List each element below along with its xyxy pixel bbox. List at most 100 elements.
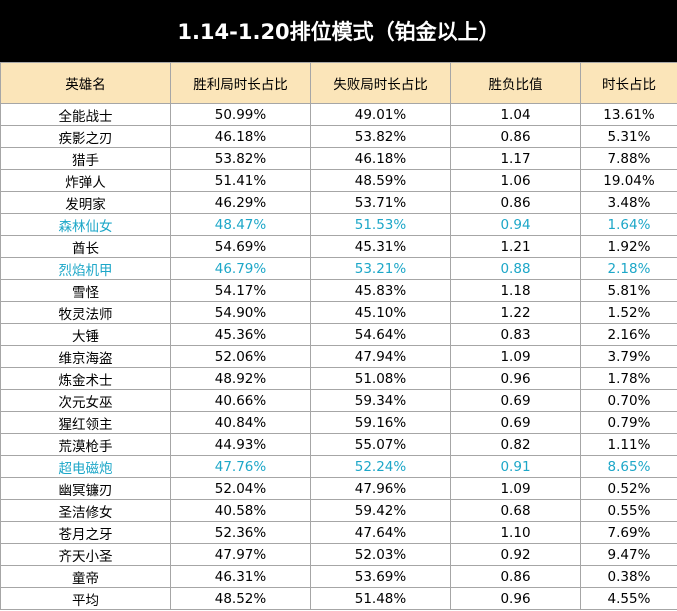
column-header-win-loss-ratio: 胜负比值: [450, 62, 581, 104]
win-duration-share-cell: 45.36%: [170, 323, 311, 346]
hero-name-cell: 平均: [0, 587, 171, 610]
loss-duration-share-cell: 59.42%: [310, 499, 451, 522]
duration-share-cell: 0.55%: [580, 499, 677, 522]
hero-name-cell: 荒漠枪手: [0, 433, 171, 456]
duration-share-cell: 1.11%: [580, 433, 677, 456]
table-row: 发明家 46.29% 53.71% 0.86 3.48%: [0, 191, 677, 214]
table-row: 猩红领主 40.84% 59.16% 0.69 0.79%: [0, 411, 677, 434]
hero-name-cell: 酋长: [0, 235, 171, 258]
win-loss-ratio-cell: 0.69: [450, 389, 581, 412]
win-duration-share-cell: 40.66%: [170, 389, 311, 412]
duration-share-cell: 0.79%: [580, 411, 677, 434]
table-row: 大锤 45.36% 54.64% 0.83 2.16%: [0, 323, 677, 346]
win-loss-ratio-cell: 0.96: [450, 587, 581, 610]
table-row: 平均 48.52% 51.48% 0.96 4.55%: [0, 587, 677, 610]
win-duration-share-cell: 40.84%: [170, 411, 311, 434]
hero-name-cell: 苍月之牙: [0, 521, 171, 544]
loss-duration-share-cell: 54.64%: [310, 323, 451, 346]
win-loss-ratio-cell: 0.94: [450, 213, 581, 236]
win-loss-ratio-cell: 1.06: [450, 169, 581, 192]
win-duration-share-cell: 51.41%: [170, 169, 311, 192]
win-duration-share-cell: 46.18%: [170, 125, 311, 148]
hero-name-cell: 大锤: [0, 323, 171, 346]
hero-name-cell: 烈焰机甲: [0, 257, 171, 280]
table-row: 幽冥镰刃 52.04% 47.96% 1.09 0.52%: [0, 477, 677, 500]
hero-name-cell: 森林仙女: [0, 213, 171, 236]
win-loss-ratio-cell: 1.17: [450, 147, 581, 170]
duration-share-cell: 5.31%: [580, 125, 677, 148]
win-loss-ratio-cell: 1.10: [450, 521, 581, 544]
win-duration-share-cell: 50.99%: [170, 103, 311, 126]
win-loss-ratio-cell: 1.18: [450, 279, 581, 302]
win-duration-share-cell: 54.90%: [170, 301, 311, 324]
loss-duration-share-cell: 59.34%: [310, 389, 451, 412]
loss-duration-share-cell: 49.01%: [310, 103, 451, 126]
duration-share-cell: 3.79%: [580, 345, 677, 368]
duration-share-cell: 5.81%: [580, 279, 677, 302]
win-duration-share-cell: 53.82%: [170, 147, 311, 170]
table-row: 苍月之牙 52.36% 47.64% 1.10 7.69%: [0, 521, 677, 544]
duration-share-cell: 8.65%: [580, 455, 677, 478]
loss-duration-share-cell: 47.96%: [310, 477, 451, 500]
duration-share-cell: 4.55%: [580, 587, 677, 610]
loss-duration-share-cell: 46.18%: [310, 147, 451, 170]
win-loss-ratio-cell: 0.69: [450, 411, 581, 434]
duration-share-cell: 1.92%: [580, 235, 677, 258]
hero-name-cell: 猩红领主: [0, 411, 171, 434]
win-loss-ratio-cell: 1.09: [450, 345, 581, 368]
hero-name-cell: 次元女巫: [0, 389, 171, 412]
page-title: 1.14-1.20排位模式（铂金以上）: [0, 0, 677, 62]
loss-duration-share-cell: 59.16%: [310, 411, 451, 434]
win-duration-share-cell: 44.93%: [170, 433, 311, 456]
duration-share-cell: 19.04%: [580, 169, 677, 192]
hero-name-cell: 炸弹人: [0, 169, 171, 192]
table-row: 维京海盗 52.06% 47.94% 1.09 3.79%: [0, 345, 677, 368]
loss-duration-share-cell: 53.21%: [310, 257, 451, 280]
duration-share-cell: 13.61%: [580, 103, 677, 126]
column-header-duration-share: 时长占比: [580, 62, 677, 104]
duration-share-cell: 2.16%: [580, 323, 677, 346]
win-duration-share-cell: 46.79%: [170, 257, 311, 280]
column-header-loss-duration-share: 失败局时长占比: [310, 62, 451, 104]
win-loss-ratio-cell: 0.83: [450, 323, 581, 346]
table-row: 猎手 53.82% 46.18% 1.17 7.88%: [0, 147, 677, 170]
loss-duration-share-cell: 52.03%: [310, 543, 451, 566]
win-duration-share-cell: 48.92%: [170, 367, 311, 390]
hero-name-cell: 齐天小圣: [0, 543, 171, 566]
loss-duration-share-cell: 51.08%: [310, 367, 451, 390]
win-loss-ratio-cell: 0.86: [450, 191, 581, 214]
hero-name-cell: 超电磁炮: [0, 455, 171, 478]
win-loss-ratio-cell: 0.88: [450, 257, 581, 280]
win-duration-share-cell: 48.47%: [170, 213, 311, 236]
table-row: 牧灵法师 54.90% 45.10% 1.22 1.52%: [0, 301, 677, 324]
win-loss-ratio-cell: 0.96: [450, 367, 581, 390]
hero-name-cell: 疾影之刃: [0, 125, 171, 148]
win-duration-share-cell: 52.04%: [170, 477, 311, 500]
win-loss-ratio-cell: 0.86: [450, 125, 581, 148]
duration-share-cell: 0.52%: [580, 477, 677, 500]
win-duration-share-cell: 54.69%: [170, 235, 311, 258]
win-loss-ratio-cell: 0.68: [450, 499, 581, 522]
hero-name-cell: 牧灵法师: [0, 301, 171, 324]
table-row: 荒漠枪手 44.93% 55.07% 0.82 1.11%: [0, 433, 677, 456]
table-row: 炸弹人 51.41% 48.59% 1.06 19.04%: [0, 169, 677, 192]
loss-duration-share-cell: 45.83%: [310, 279, 451, 302]
loss-duration-share-cell: 53.71%: [310, 191, 451, 214]
hero-name-cell: 幽冥镰刃: [0, 477, 171, 500]
table-row: 童帝 46.31% 53.69% 0.86 0.38%: [0, 565, 677, 588]
loss-duration-share-cell: 53.82%: [310, 125, 451, 148]
win-duration-share-cell: 46.29%: [170, 191, 311, 214]
table-row: 圣洁修女 40.58% 59.42% 0.68 0.55%: [0, 499, 677, 522]
duration-share-cell: 9.47%: [580, 543, 677, 566]
loss-duration-share-cell: 52.24%: [310, 455, 451, 478]
table-row: 超电磁炮 47.76% 52.24% 0.91 8.65%: [0, 455, 677, 478]
table-row: 全能战士 50.99% 49.01% 1.04 13.61%: [0, 103, 677, 126]
win-duration-share-cell: 48.52%: [170, 587, 311, 610]
hero-name-cell: 全能战士: [0, 103, 171, 126]
win-loss-ratio-cell: 0.92: [450, 543, 581, 566]
duration-share-cell: 2.18%: [580, 257, 677, 280]
loss-duration-share-cell: 53.69%: [310, 565, 451, 588]
win-duration-share-cell: 46.31%: [170, 565, 311, 588]
win-duration-share-cell: 54.17%: [170, 279, 311, 302]
table-row: 森林仙女 48.47% 51.53% 0.94 1.64%: [0, 213, 677, 236]
